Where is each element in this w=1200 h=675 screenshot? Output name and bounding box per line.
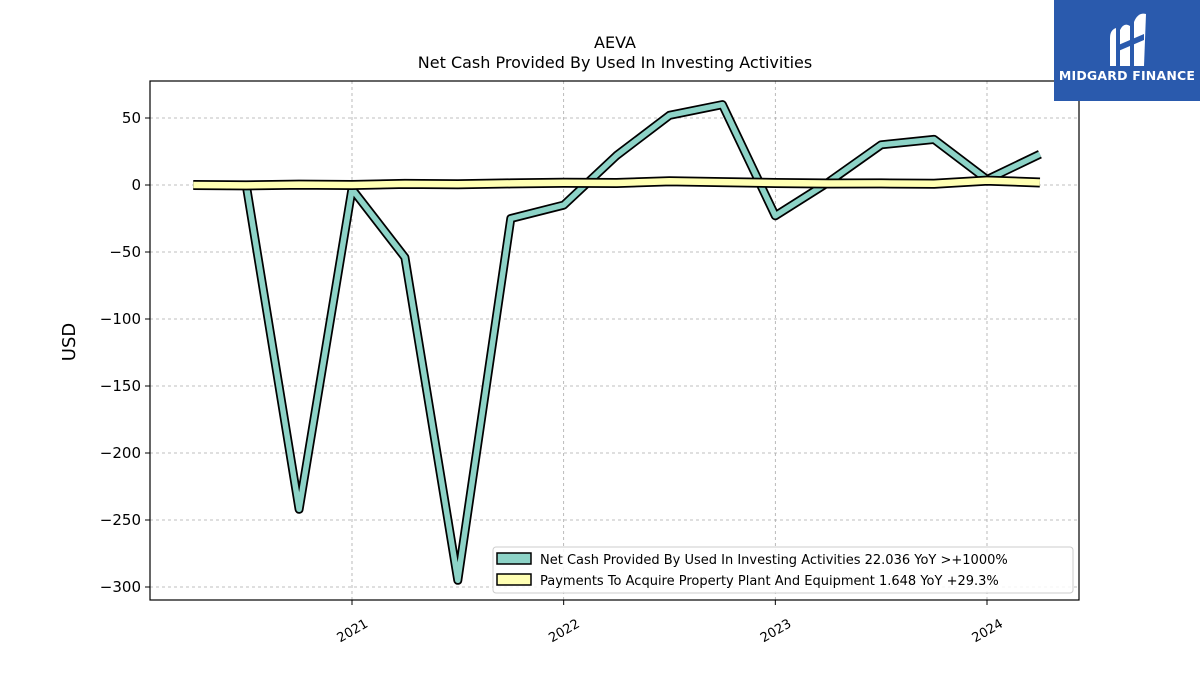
y-tick-label: −200 <box>100 444 141 462</box>
y-tick-label: −250 <box>100 511 141 529</box>
y-tick-label: −50 <box>109 243 141 261</box>
logo-text: MIDGARD FINANCE <box>1058 68 1196 83</box>
series-outline-0 <box>193 100 1042 585</box>
x-tick-label: 2023 <box>758 617 794 647</box>
y-tick-label: 0 <box>131 176 141 194</box>
midgard-logo-icon <box>1110 13 1146 67</box>
legend: Net Cash Provided By Used In Investing A… <box>492 546 1074 594</box>
legend-label-capex: Payments To Acquire Property Plant And E… <box>540 574 999 589</box>
y-axis: 50 0 −50 −100 −150 −200 −250 −300 <box>100 109 150 596</box>
midgard-finance-logo: MIDGARD FINANCE <box>1054 0 1200 101</box>
x-axis: 2021 2022 2023 2024 <box>335 600 1006 646</box>
series-layer <box>193 100 1042 585</box>
plot-frame <box>149 80 1080 601</box>
x-tick-label: 2024 <box>970 617 1006 647</box>
chart-title: AEVA <box>594 33 636 52</box>
legend-box <box>492 546 1074 594</box>
legend-swatch-net-cash <box>496 552 532 565</box>
legend-swatch-capex <box>496 573 532 586</box>
y-axis-label: USD <box>59 323 80 361</box>
chart-subtitle: Net Cash Provided By Used In Investing A… <box>418 53 812 72</box>
x-tick-label: 2022 <box>546 617 582 647</box>
y-tick-label: 50 <box>122 109 141 127</box>
y-tick-label: −150 <box>100 377 141 395</box>
series-line-0 <box>193 101 1042 584</box>
legend-label-net-cash: Net Cash Provided By Used In Investing A… <box>540 553 1008 568</box>
x-tick-label: 2021 <box>335 617 371 647</box>
y-tick-label: −300 <box>100 578 141 596</box>
y-tick-label: −100 <box>100 310 141 328</box>
